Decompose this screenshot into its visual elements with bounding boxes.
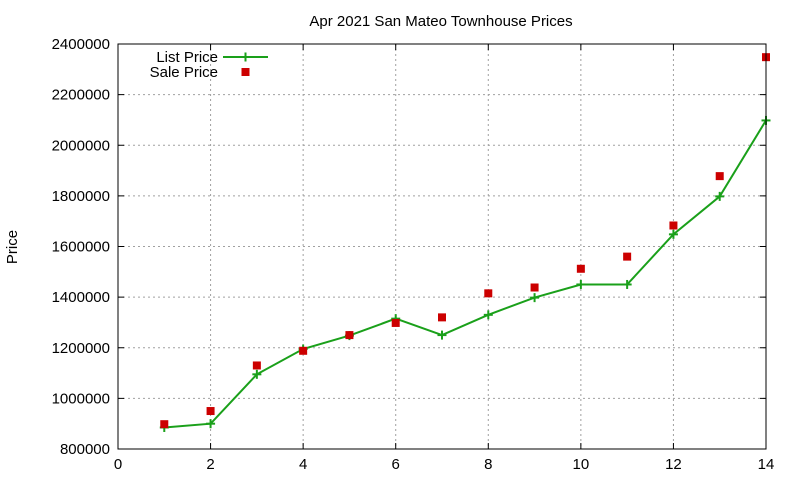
sale-price-point [530,283,539,292]
sale-price-point [160,420,169,429]
sale-price-point [345,331,354,340]
series-layer [159,53,771,432]
legend-label: List Price [156,49,218,66]
list-price-point [715,191,725,201]
y-tick-label: 1800000 [52,188,110,205]
sale-price-point [252,361,261,370]
list-price-point [437,330,447,340]
y-tick-label: 1000000 [52,390,110,407]
sale-price-point [715,172,724,181]
sale-price-point [484,289,493,298]
sale-price-point [669,221,678,230]
y-tick-label: 2400000 [52,36,110,53]
list-price-point [622,279,632,289]
list-price-line [164,119,767,429]
y-tick-label: 1400000 [52,289,110,306]
y-tick-label: 2200000 [52,87,110,104]
grid [118,44,766,449]
series-2 [160,53,770,429]
x-tick-label: 0 [114,456,122,473]
y-tick-label: 1200000 [52,340,110,357]
sale-price-point [576,264,585,273]
axis-tick-labels: 0 2 4 6 8 10 12 14 800000 1000000 1200000 1400000 16… [52,36,775,473]
sale-price-point [299,346,308,355]
sale-price-point [438,313,446,322]
y-tick-label: 800000 [60,441,110,458]
list-price-point [576,279,586,289]
list-price-point [668,229,678,239]
x-tick-label: 10 [573,456,590,473]
y-tick-label: 1600000 [52,239,110,256]
y-tick-label: 2000000 [52,137,110,154]
x-tick-label: 4 [299,456,307,473]
chart-title: Apr 2021 San Mateo Townhouse Prices [309,13,572,30]
list-price-point [530,293,540,303]
x-tick-label: 6 [392,456,400,473]
x-tick-label: 2 [206,456,214,473]
legend-item: List Price [156,49,268,66]
x-tick-label: 12 [665,456,682,473]
legend-label: Sale Price [150,64,218,81]
x-tick-label: 14 [758,456,775,473]
plot-frame [117,43,767,450]
sale-price-point [623,252,632,261]
legend-item: Sale Price [150,64,250,81]
sale-price-point [206,407,215,416]
series-1 [159,115,771,432]
list-price-point [206,419,216,429]
list-price-point [483,310,493,320]
list-price-point [252,369,262,379]
x-tick-label: 8 [484,456,492,473]
legend-square-marker [241,68,250,76]
legend-plus-marker [241,52,250,62]
sale-price-point [391,318,400,327]
y-axis-label: Price [4,230,21,264]
